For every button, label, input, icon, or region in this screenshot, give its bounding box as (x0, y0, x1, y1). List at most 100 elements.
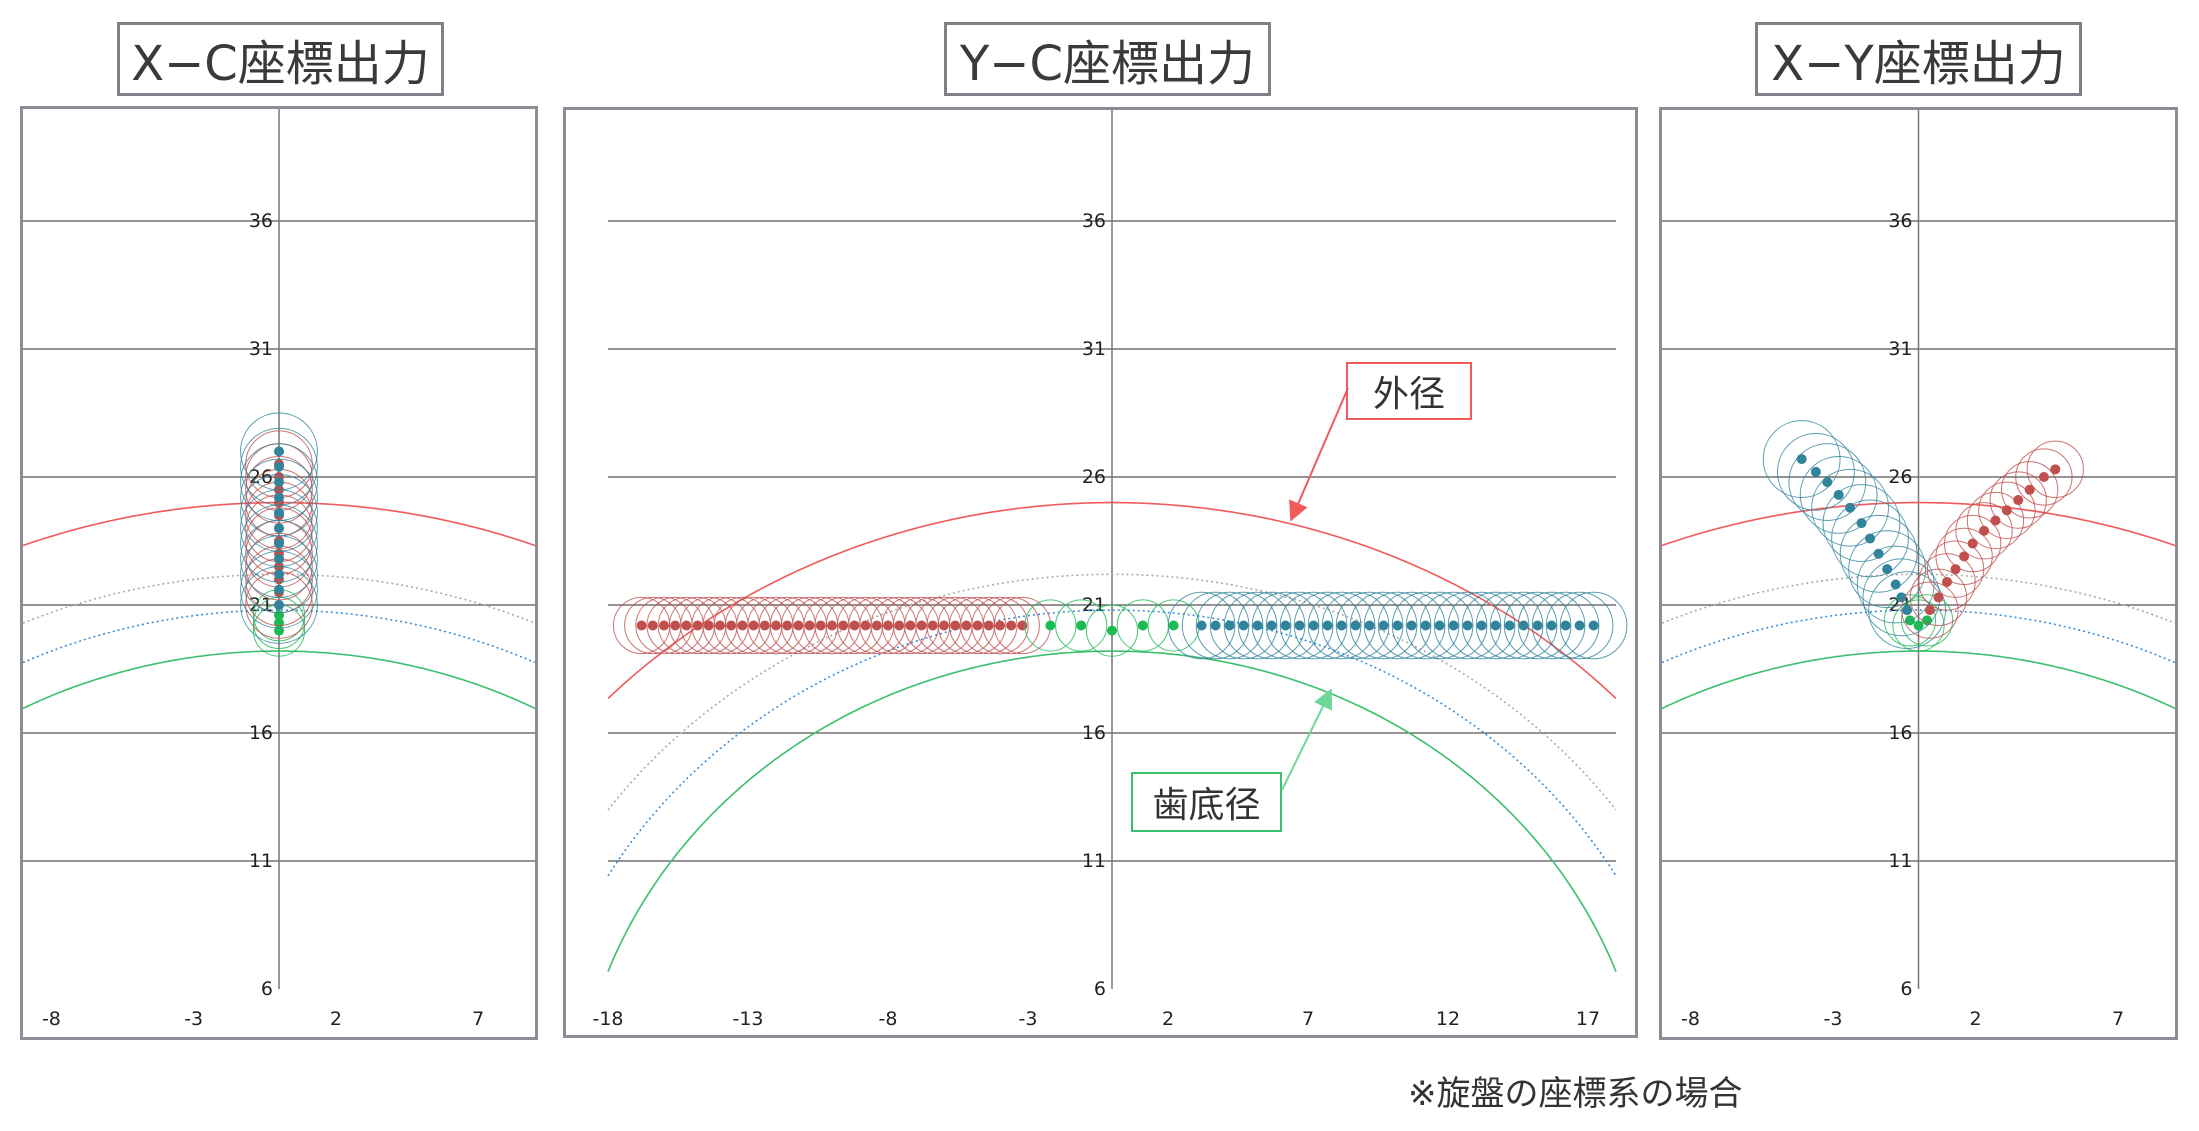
data-point (1490, 620, 1501, 631)
x-tick-label: -13 (732, 1008, 763, 1030)
x-tick-label: -8 (1681, 1008, 1700, 1030)
data-point (927, 620, 938, 631)
title-xc-text: X−C座標出力 (131, 36, 430, 92)
y-tick-label: 6 (261, 978, 273, 1000)
tool-circle (1055, 599, 1108, 652)
data-point (1532, 620, 1543, 631)
tool-circle (240, 443, 318, 522)
tool-circle (1966, 491, 2025, 550)
data-point (715, 620, 725, 631)
x-tick-label: 7 (472, 1008, 484, 1030)
tool-circle (1822, 484, 1901, 562)
data-point (950, 620, 961, 631)
tool-circle (1978, 481, 2036, 539)
tool-circle (1405, 591, 1474, 660)
data-point (1574, 620, 1585, 631)
footnote-text: ※旋盤の座標系の場合 (1408, 1074, 1743, 1114)
data-point (1950, 564, 1961, 575)
tool-circle (240, 427, 318, 506)
y-tick-label: 16 (1888, 722, 1912, 744)
data-point (681, 620, 692, 631)
data-point (1076, 620, 1087, 631)
tool-circle (971, 596, 1029, 655)
data-point (692, 620, 703, 631)
data-point (1266, 620, 1277, 631)
data-point (1252, 620, 1263, 631)
data-point (1546, 620, 1557, 631)
tool-circle (948, 596, 1007, 655)
arc-blue (23, 609, 535, 664)
y-tick-label: 26 (1082, 466, 1106, 488)
data-point (995, 620, 1005, 631)
data-point (1882, 564, 1893, 575)
tool-circle (1223, 591, 1292, 660)
y-tick-label: 11 (249, 850, 273, 872)
data-point (1406, 620, 1417, 631)
data-point (1924, 605, 1935, 616)
data-point (1137, 620, 1148, 631)
data-point (1434, 620, 1445, 631)
tool-circle (1901, 581, 1959, 639)
data-point (737, 620, 748, 631)
data-point (1890, 579, 1901, 590)
x-tick-label: -8 (879, 1008, 898, 1030)
data-point (1933, 592, 1944, 603)
data-point (1588, 620, 1599, 631)
data-point (1462, 620, 1473, 631)
x-tick-label: -3 (1019, 1008, 1038, 1030)
data-point (1873, 548, 1884, 559)
arc-gray (1662, 573, 2175, 624)
title-yc: Y−C座標出力 (944, 22, 1271, 96)
data-point (1238, 620, 1249, 631)
y-tick-label: 31 (1082, 338, 1106, 360)
tool-circle (1195, 591, 1264, 660)
tool-circle (1892, 599, 1945, 652)
tool-circle (1335, 591, 1404, 660)
callout-root-text: 歯底径 (1152, 785, 1261, 826)
y-tick-label: 11 (1888, 850, 1912, 872)
data-point (274, 584, 284, 595)
data-point (1865, 533, 1876, 544)
tool-circle (1503, 591, 1572, 660)
data-point (793, 620, 804, 631)
y-tick-label: 36 (249, 210, 273, 232)
tool-circle (1848, 530, 1927, 609)
tool-circle (1788, 443, 1867, 522)
tool-circle (1321, 591, 1390, 660)
data-point (274, 569, 284, 580)
x-tick-label: 2 (1969, 1008, 1981, 1030)
tool-circle (1447, 591, 1516, 660)
chart-xc-panel: 6 11 16 21 26 31 36 -8 -3 2 7 (20, 106, 538, 1040)
data-point (1833, 489, 1844, 500)
data-point (1196, 620, 1207, 631)
tool-circle (982, 596, 1040, 655)
data-point (1476, 620, 1487, 631)
x-tick-label: 7 (2112, 1008, 2124, 1030)
data-point (274, 446, 284, 457)
data-point (983, 620, 994, 631)
tool-circle (1955, 502, 2013, 560)
data-point (961, 620, 972, 631)
x-tick-label: -8 (42, 1008, 61, 1030)
data-point (703, 620, 714, 631)
data-point (274, 523, 284, 534)
tool-circle (1024, 599, 1077, 652)
title-xc: X−C座標出力 (117, 22, 444, 96)
tool-circle (240, 458, 318, 537)
tool-circle (1831, 499, 1909, 578)
tool-circle (240, 412, 318, 491)
data-point (860, 620, 871, 631)
data-point (1392, 620, 1403, 631)
x-tick-label: 2 (1162, 1008, 1174, 1030)
data-point (1822, 477, 1833, 488)
x-tick-label: 2 (330, 1008, 342, 1030)
data-point (1448, 620, 1459, 631)
arc-outer (607, 501, 1617, 700)
tool-circle (1391, 591, 1460, 660)
x-tick-label: 12 (1436, 1008, 1460, 1030)
data-point (1017, 620, 1028, 631)
data-point (1336, 620, 1347, 631)
data-point (1796, 454, 1807, 465)
tool-circle (1839, 514, 1918, 593)
